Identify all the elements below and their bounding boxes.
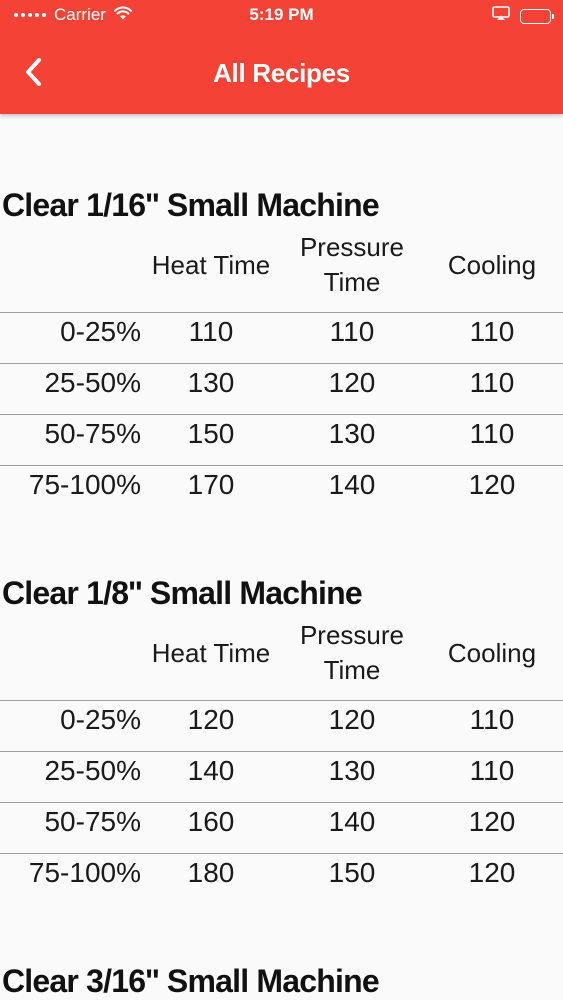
pressure-time-value: 120	[328, 704, 376, 735]
column-headers: Heat Time Pressure Time Cooling	[0, 618, 563, 688]
heat-time-value: 160	[187, 806, 235, 837]
cooling-value: 110	[469, 704, 515, 735]
battery-icon	[520, 8, 554, 24]
recipe-title: Clear 1/16'' Small Machine	[2, 187, 380, 223]
pressure-time-value: 140	[328, 469, 376, 500]
cooling-value: 110	[469, 755, 515, 786]
table-row: 0-25% 110 110 110	[0, 312, 563, 363]
range-label: 75-100%	[28, 469, 141, 500]
range-label: 25-50%	[44, 367, 141, 398]
table-row: 25-50% 140 130 110	[0, 751, 563, 802]
status-left: Carrier	[14, 5, 132, 25]
cooling-header: Cooling	[447, 637, 537, 668]
heat-time-value: 130	[187, 367, 235, 398]
range-label: 50-75%	[44, 418, 141, 449]
back-button[interactable]	[22, 52, 66, 96]
table-row: 50-75% 150 130 110	[0, 414, 563, 465]
range-label: 75-100%	[28, 857, 141, 888]
pressure-time-value: 130	[328, 418, 376, 449]
pressure-time-header: Pressure Time	[282, 618, 422, 688]
cooling-value: 120	[468, 806, 516, 837]
table-row: 25-50% 130 120 110	[0, 363, 563, 414]
heat-time-value: 110	[188, 316, 234, 347]
heat-time-value: 120	[187, 704, 235, 735]
range-label: 25-50%	[44, 755, 141, 786]
recipe-title: Clear 3/16'' Small Machine	[2, 963, 380, 999]
pressure-time-header-line2: Time	[323, 655, 381, 685]
carrier-label: Carrier	[54, 5, 106, 24]
cooling-value: 110	[469, 316, 515, 347]
page-title: All Recipes	[213, 58, 350, 88]
pressure-time-header-line2: Time	[323, 267, 381, 297]
cooling-value: 120	[468, 469, 516, 500]
table-row: 75-100% 170 140 120	[0, 465, 563, 516]
pressure-time-value: 150	[328, 857, 376, 888]
cooling-header: Cooling	[447, 249, 537, 280]
status-bar: Carrier 5:19 PM	[0, 0, 563, 32]
table-row: 50-75% 160 140 120	[0, 802, 563, 853]
column-headers: Heat Time Pressure Time Cooling	[0, 230, 563, 300]
heat-time-value: 140	[187, 755, 235, 786]
chevron-left-icon	[22, 56, 44, 93]
heat-time-value: 170	[187, 469, 235, 500]
heat-time-value: 180	[187, 857, 235, 888]
pressure-time-value: 130	[328, 755, 376, 786]
recipe-title: Clear 1/8'' Small Machine	[2, 575, 363, 611]
pressure-time-value: 110	[329, 316, 375, 347]
cooling-value: 120	[468, 857, 516, 888]
signal-icon	[14, 13, 46, 17]
pressure-time-value: 120	[328, 367, 376, 398]
pressure-time-header-line1: Pressure	[299, 232, 405, 262]
app-header: Carrier 5:19 PM	[0, 0, 563, 114]
wifi-icon	[113, 5, 132, 25]
status-right	[492, 6, 554, 26]
status-time: 5:19 PM	[249, 5, 314, 24]
heat-time-header: Heat Time	[151, 249, 271, 280]
recipes-list[interactable]: Clear 1/16'' Small Machine Heat Time Pre…	[0, 114, 563, 1000]
pressure-time-header: Pressure Time	[282, 230, 422, 300]
range-label: 0-25%	[60, 316, 141, 347]
table-row: 0-25% 120 120 110	[0, 700, 563, 751]
heat-time-value: 150	[187, 418, 235, 449]
table-row: 75-100% 180 150 120	[0, 853, 563, 904]
pressure-time-value: 140	[328, 806, 376, 837]
nav-bar: All Recipes	[0, 32, 563, 114]
heat-time-header: Heat Time	[151, 637, 271, 668]
cooling-value: 110	[469, 367, 515, 398]
range-label: 0-25%	[60, 704, 141, 735]
airplay-icon	[492, 6, 510, 26]
cooling-value: 110	[469, 418, 515, 449]
range-label: 50-75%	[44, 806, 141, 837]
pressure-time-header-line1: Pressure	[299, 620, 405, 650]
